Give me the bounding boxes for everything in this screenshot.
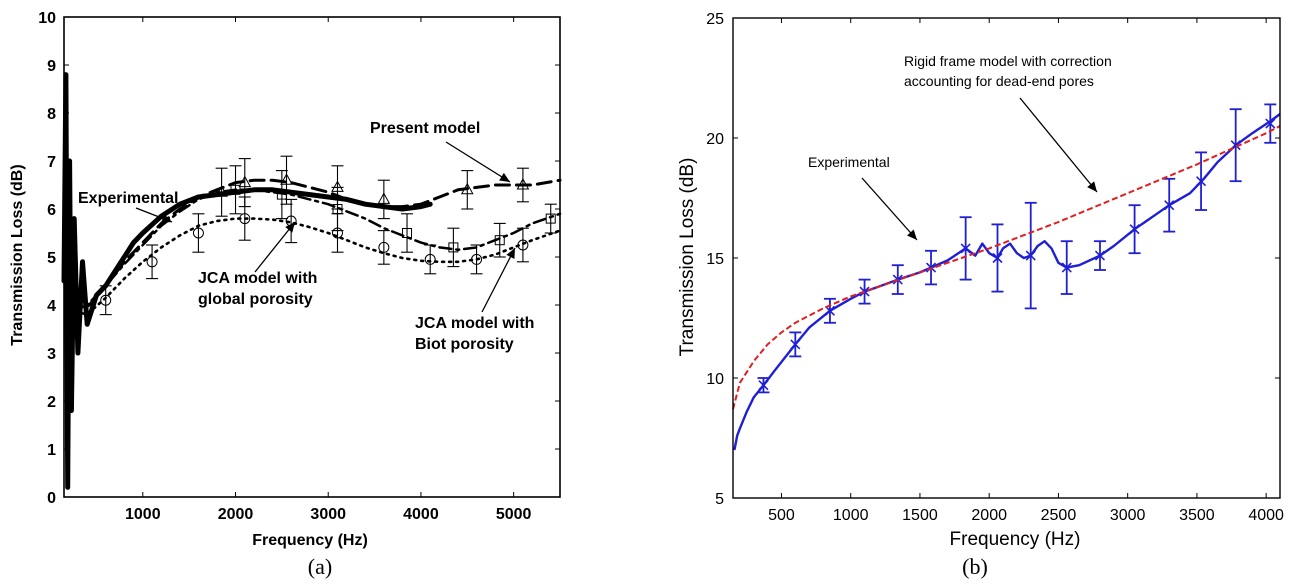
panel-b-y-axis-label: Transmission Loss (dB) (677, 158, 698, 357)
panel-a-marker-jca-model-with-global-porosity (239, 213, 251, 225)
panel-a-y-tick-label: 7 (47, 154, 56, 171)
panel-b-marker-experimental-stroke2 (1129, 224, 1140, 235)
panel-a-annotation-present-model: Present model (370, 120, 480, 137)
panel-b-x-axis-label: Frequency (Hz) (950, 529, 1081, 550)
panel-b-arrow-experimental-head (906, 229, 917, 240)
panel-a-arrow-jca-model-with-global-porosity-head (285, 222, 295, 233)
panel-b-plot-area (732, 17, 1281, 499)
panel-b-marker-experimental-stroke2 (824, 305, 836, 316)
panel-b-marker-experimental-stroke2 (1265, 118, 1276, 129)
panel-a-marker-jca-model-with-global-porosity (424, 253, 436, 265)
panel-a-marker-jca-model-with-global-porosity (331, 227, 343, 239)
panel-a-y-tick-label: 4 (47, 298, 56, 315)
panel-a-series-jca-model-with-biot-porosity (67, 188, 562, 307)
panel-a-y-tick-label: 2 (47, 394, 56, 411)
panel-b-annotations: Experimental Rigid frame model with corre… (808, 53, 1112, 241)
panel-a-x-tick-label: 5000 (496, 506, 532, 523)
panel-b-marker-experimental-stroke2 (960, 243, 971, 254)
panel-b-x-tick-label: 3500 (1179, 507, 1215, 524)
panel-b-marker-experimental-stroke2 (992, 252, 1003, 264)
panel-b-arrow-rigid-frame-model-with-correction-accounting-for-dead-end-pores-shaft (1019, 97, 1098, 193)
panel-a-marker-present-model (280, 173, 293, 185)
panel-a: (a) Transmission Loss (dB) Frequency (Hz… (9, 10, 562, 579)
panel-a-arrow-jca-model-with-biot-porosity-head (506, 248, 515, 259)
panel-b-y-tick-label: 5 (715, 491, 724, 508)
panel-b-marker-experimental-stroke2 (1196, 176, 1207, 187)
panel-b-annotation-rigid-frame-model-with-correction-accounting-for-dead-end-pores: Rigid frame model with correction account… (904, 53, 1112, 89)
panel-b-y-tick-label: 10 (706, 371, 724, 388)
panel-b: (b) Transmission Loss (dB) Frequency (Hz… (677, 11, 1284, 579)
panel-a-marker-present-model (377, 192, 391, 204)
panel-a-x-tick-label: 3000 (310, 506, 346, 523)
panel-b-series-experimental (733, 113, 1281, 451)
panel-a-annotation-experimental: Experimental (78, 190, 178, 207)
panel-a-marker-jca-model-with-biot-porosity (545, 213, 556, 224)
panel-b-marker-experimental-stroke2 (1025, 250, 1036, 261)
panel-a-marker-jca-model-with-global-porosity (100, 294, 112, 306)
panel-b-marker-experimental-stroke2 (1094, 250, 1106, 261)
panel-a-caption: (a) (308, 554, 332, 579)
panel-a-series-experimental (61, 72, 433, 490)
panel-a-axes-frame (63, 16, 561, 498)
panel-a-marker-jca-model-with-global-porosity (378, 241, 390, 253)
panel-a-marker-present-model (516, 177, 530, 190)
panel-b-x-tick-label: 2500 (1041, 507, 1077, 524)
panel-a-y-tick-label: 9 (47, 58, 56, 75)
panel-a-marker-jca-model-with-biot-porosity (402, 228, 413, 238)
panel-a-y-axis-label: Transmission Loss (dB) (9, 164, 26, 345)
panel-a-marker-jca-model-with-biot-porosity (494, 235, 505, 246)
panel-a-x-tick-label: 1000 (125, 506, 161, 523)
panel-b-y-tick-label: 20 (706, 131, 724, 148)
panel-a-y-tick-label: 1 (47, 442, 56, 459)
panel-a-x-axis-label: Frequency (Hz) (252, 532, 368, 549)
panel-a-series-present-model (67, 178, 562, 309)
panel-b-x-tick-label: 2000 (971, 507, 1007, 524)
panel-a-marker-jca-model-with-global-porosity (471, 253, 483, 265)
panel-a-annotation-jca-model-with-global-porosity: JCA model with global porosity (198, 270, 317, 308)
panel-b-caption: (b) (962, 554, 988, 579)
panel-b-x-tick-label: 4000 (1248, 507, 1284, 524)
panel-a-arrow-present-model-shaft (445, 141, 511, 183)
panel-b-marker-experimental-stroke2 (1164, 200, 1175, 211)
panel-a-y-tick-label: 8 (47, 106, 56, 123)
panel-b-x-tick-label: 500 (768, 507, 795, 524)
panel-a-arrow-jca-model-with-biot-porosity-shaft (481, 247, 516, 313)
panel-b-x-tick-label: 1500 (902, 507, 938, 524)
panel-b-axes-frame (732, 17, 1281, 499)
panel-a-y-tick-label: 10 (38, 10, 56, 27)
panel-a-y-tick-label: 3 (47, 346, 56, 363)
panel-a-y-tick-label: 6 (47, 202, 56, 219)
panel-a-marker-jca-model-with-biot-porosity (448, 242, 459, 253)
panel-a-marker-jca-model-with-global-porosity (192, 227, 204, 239)
panel-b-x-tick-label: 3000 (1110, 507, 1146, 524)
panel-b-marker-experimental-stroke2 (758, 380, 769, 391)
panel-a-arrow-present-model-head (499, 172, 510, 182)
panel-a-marker-present-model (238, 175, 252, 188)
panel-a-x-tick-label: 4000 (403, 506, 439, 523)
panel-a-series-jca-model-with-global-porosity (67, 217, 562, 316)
panel-a-y-tick-label: 0 (47, 490, 56, 507)
panel-b-marker-experimental-stroke2 (790, 339, 801, 350)
panel-b-annotation-experimental: Experimental (808, 154, 890, 170)
panel-a-plot-area (61, 16, 562, 498)
panel-b-x-tick-label: 1000 (833, 507, 869, 524)
panel-a-arrow-jca-model-with-global-porosity-shaft (254, 221, 296, 273)
panel-a-marker-present-model (460, 182, 474, 195)
panel-b-y-tick-label: 15 (706, 251, 724, 268)
panel-a-annotation-jca-model-with-biot-porosity: JCA model with Biot porosity (415, 315, 534, 353)
panel-a-marker-jca-model-with-global-porosity (517, 239, 529, 251)
panel-a-x-tick-label: 2000 (218, 506, 254, 523)
panel-a-annotations: Experimental Present model JCA model with g… (78, 120, 534, 353)
panel-a-y-tick-label: 5 (47, 250, 56, 267)
panel-b-marker-experimental-stroke2 (1061, 262, 1072, 273)
panel-a-arrow-experimental-head (161, 214, 172, 223)
panel-b-arrow-experimental-shaft (861, 177, 918, 241)
panel-b-y-tick-label: 25 (706, 11, 724, 28)
panel-b-arrow-rigid-frame-model-with-correction-accounting-for-dead-end-pores-head (1087, 181, 1097, 192)
panel-b-ticks: 5 10 15 20 25 500 1000 1500 2000 2500 3000 3500 4000 (706, 11, 1284, 524)
panel-b-series-rigid-frame-model (732, 125, 1281, 410)
panel-a-marker-jca-model-with-global-porosity (146, 256, 158, 268)
